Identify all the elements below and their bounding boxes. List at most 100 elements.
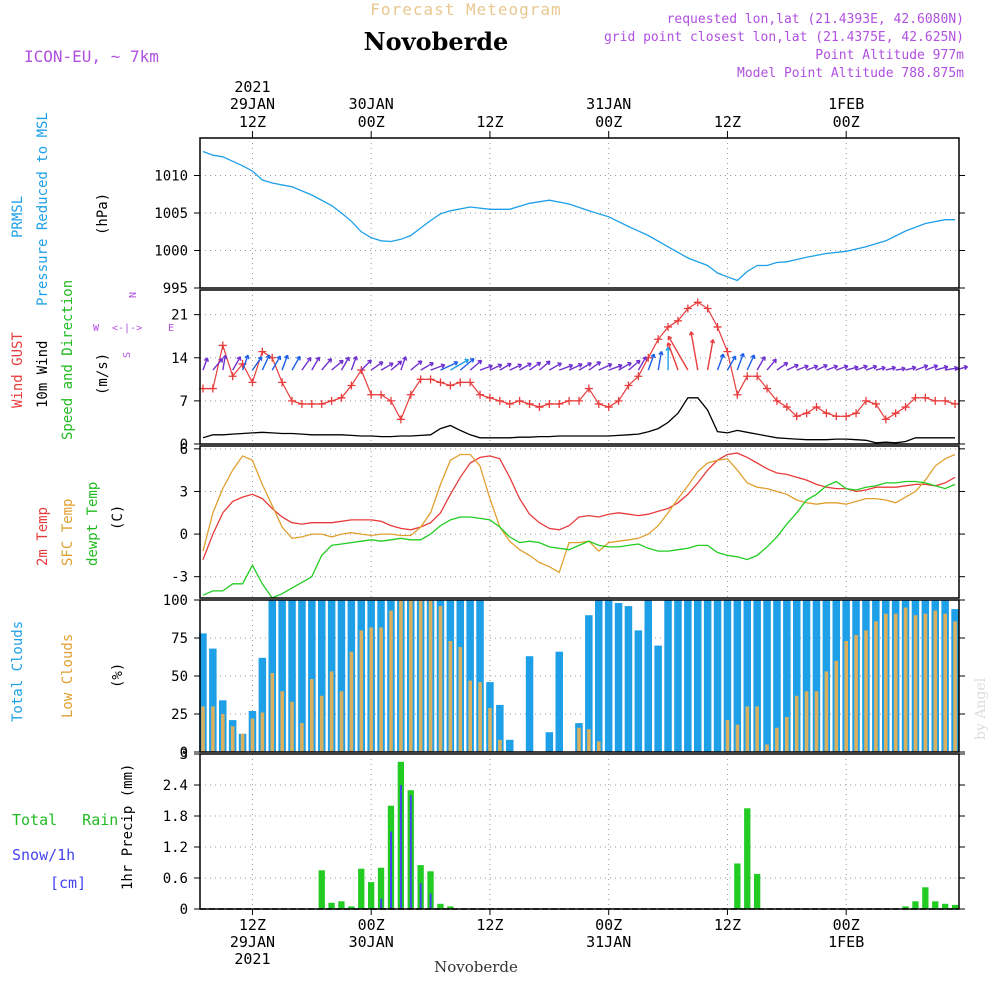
time-label-top: 12Z (714, 113, 741, 131)
time-label-top: 00Z (833, 113, 860, 131)
wind-gust-point (208, 384, 217, 393)
total-cloud-bar (258, 657, 267, 752)
time-label-top: 2021 (234, 78, 270, 96)
clouds-ytick-label: 50 (171, 669, 188, 685)
low-cloud-bar (230, 726, 235, 752)
wind-direction-arrow (548, 362, 562, 371)
wind-gust-point (802, 409, 811, 418)
wind-gust-point (703, 304, 712, 313)
wind-direction-arrow (746, 354, 756, 371)
gridpoint-coords: grid point closest lon,lat (21.4375E, 42… (604, 30, 964, 45)
low-cloud-bar (923, 613, 928, 752)
time-label-bottom: 12Z (714, 916, 741, 934)
wind-direction-arrow (469, 359, 483, 371)
low-cloud-bar (280, 691, 284, 752)
rain-bar (348, 906, 355, 909)
time-label-bottom: 2021 (234, 950, 270, 968)
low-cloud-bar (775, 727, 779, 752)
wind-ytick-label: 14 (171, 351, 188, 367)
wind-gust-point (634, 372, 643, 381)
model-label: ICON-EU, ~ 7km (24, 47, 159, 66)
low-cloud-bar (587, 729, 591, 752)
wind-direction-arrow (241, 354, 250, 371)
low-cloud-bar (884, 613, 888, 752)
low-cloud-bar (577, 727, 581, 752)
total-cloud-bar (674, 600, 682, 752)
rain-bar (942, 903, 949, 909)
rain-bar (377, 867, 385, 909)
wind-direction-arrow (816, 364, 828, 371)
total-cloud-bar (545, 732, 554, 752)
wind-gust-point (871, 399, 880, 408)
total-cloud-bar (812, 600, 821, 752)
wind-direction-arrow (786, 363, 799, 371)
wind-direction-arrow (271, 355, 282, 371)
rain-bar (437, 903, 444, 909)
wind-gust-point (288, 396, 297, 405)
precipitation-ytick-label: 2.4 (163, 778, 188, 794)
wind-direction-arrow (875, 365, 886, 371)
total-cloud-bar (466, 600, 474, 752)
low-cloud-bar (745, 706, 750, 752)
rain-bar (427, 871, 434, 909)
wind-direction-arrow (736, 352, 745, 371)
wind-direction-arrow (647, 353, 656, 371)
total-cloud-bar (604, 600, 613, 752)
wind-direction-arrow (915, 364, 929, 371)
temp-2m-label: 2m Temp (35, 507, 51, 566)
wind-ytick-label: 21 (171, 308, 188, 324)
wind-direction-arrow (301, 356, 312, 371)
low-cloud-bar (785, 717, 789, 752)
temp-sfc-line (202, 453, 956, 574)
wind-gust-point (772, 396, 781, 405)
wind-direction-arrow (370, 361, 384, 371)
wind-direction-arrow (400, 356, 408, 371)
snow-label: Snow/1h (12, 846, 75, 864)
total-cloud-bar (753, 600, 761, 752)
wind-gust-point (416, 375, 425, 384)
total-clouds-label: Total Clouds (10, 621, 26, 722)
point-altitude: Point Altitude 977m (815, 48, 964, 63)
rain-bar (734, 863, 741, 909)
location-title: Novoberde (364, 27, 509, 56)
wind-direction-arrow (935, 364, 949, 371)
low-cloud-bar (725, 720, 730, 752)
rain-bar (912, 901, 919, 910)
low-cloud-bar (310, 679, 314, 752)
compass-n: N (128, 292, 139, 298)
total-cloud-bar (298, 600, 306, 752)
low-cloud-bar (409, 600, 413, 752)
low-cloud-bar (804, 691, 809, 752)
temp-2m-line (202, 452, 956, 560)
total-cloud-bar (664, 600, 672, 752)
wind-direction-arrow (846, 365, 859, 371)
compass-e: E (168, 323, 174, 334)
total-cloud-bar (624, 606, 633, 752)
wind-direction-arrow (588, 361, 602, 371)
wind-direction-arrow (410, 360, 423, 371)
temperature-ytick-label: 0 (180, 527, 188, 543)
low-cloud-bar (844, 641, 848, 752)
wind-gust-point (327, 396, 336, 405)
compass-w: W (93, 323, 100, 334)
time-label-bottom: 30JAN (349, 933, 394, 951)
wind-direction-arrow (706, 339, 716, 371)
low-cloud-bar (428, 600, 433, 752)
temperature-panel-frame (199, 445, 960, 599)
rain-bar (447, 906, 454, 909)
wind-direction-arrow (281, 354, 289, 371)
wind-gust-point (743, 372, 752, 381)
low-cloud-bar (319, 695, 324, 752)
wind-direction-arrow (628, 359, 641, 371)
clouds-unit: (%) (110, 663, 126, 688)
wind-gust-point (951, 399, 960, 408)
clouds-ytick-label: 75 (171, 631, 188, 647)
rain-bar (368, 882, 375, 909)
wind-direction-arrow (568, 363, 583, 371)
wind-gust-point (555, 399, 564, 408)
wind-direction-arrow (509, 363, 523, 371)
wind-ytick-label: 7 (180, 394, 188, 410)
wind-gust-point (782, 403, 791, 412)
wind-gust-point (485, 393, 494, 402)
wind-direction-arrow (657, 350, 664, 371)
